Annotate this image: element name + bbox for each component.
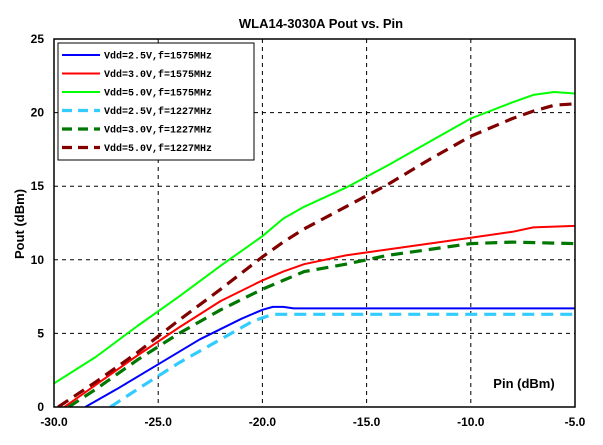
y-tick-label: 15 — [31, 179, 45, 193]
x-tick-label: -10.0 — [457, 415, 485, 429]
x-tick-label: -20.0 — [249, 415, 277, 429]
y-tick-label: 5 — [37, 326, 44, 340]
legend-box — [57, 42, 255, 161]
legend-label: Vdd=3.0V,f=1575MHz — [104, 69, 212, 81]
series-lines — [54, 91, 575, 407]
y-tick-label: 20 — [31, 106, 45, 120]
x-tick-label: -15.0 — [353, 415, 381, 429]
y-axis-title: Pout (dBm) — [12, 189, 27, 259]
series-line-1 — [84, 305, 575, 407]
legend-label: Vdd=2.5V,f=1227MHz — [104, 106, 212, 118]
y-tick-label: 25 — [31, 32, 45, 46]
x-tick-label: -30.0 — [40, 415, 68, 429]
y-tick-label: 0 — [37, 400, 44, 414]
legend-label: Vdd=3.0V,f=1227MHz — [104, 125, 212, 137]
legend-label: Vdd=5.0V,f=1575MHz — [104, 88, 212, 100]
series-line-4 — [109, 312, 575, 407]
series-line-6 — [57, 102, 575, 407]
legend: Vdd=2.5V,f=1575MHz Vdd=3.0V,f=1575MHz Vdd=… — [57, 42, 255, 161]
chart-title: WLA14-3030A Pout vs. Pin — [239, 16, 403, 31]
x-tick-label: -25.0 — [145, 415, 173, 429]
y-tick-label: 10 — [31, 253, 45, 267]
x-tick-label: -5.0 — [565, 415, 586, 429]
x-axis-title: Pin (dBm) — [493, 376, 554, 391]
legend-label: Vdd=2.5V,f=1575MHz — [104, 51, 212, 63]
plot-frame — [53, 38, 576, 408]
series-line-2 — [63, 224, 575, 407]
tick-labels: -30.0 -25.0 -20.0 -15.0 -10.0 -5.0 0 5 10 15 20 25 — [31, 32, 586, 429]
legend-label: Vdd=5.0V,f=1227MHz — [104, 143, 212, 155]
series-line-3 — [54, 91, 575, 385]
